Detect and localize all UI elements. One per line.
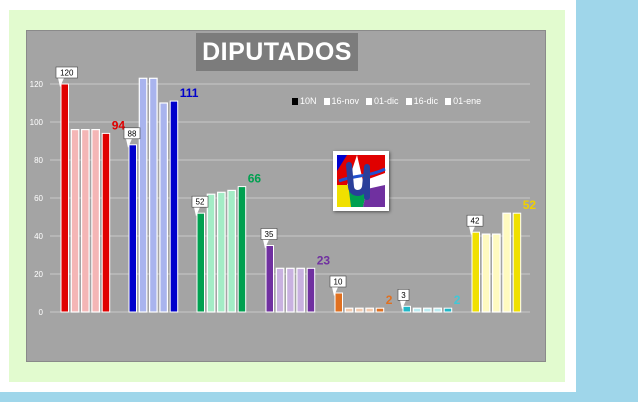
legend-item-01-dic: 01-dic — [366, 96, 399, 106]
bar — [82, 130, 90, 312]
y-tick-label: 100 — [30, 118, 44, 127]
start-value-label: 120 — [60, 69, 74, 78]
y-tick-label: 80 — [34, 156, 43, 165]
bar — [266, 246, 274, 313]
bar — [444, 308, 452, 312]
bar — [376, 308, 384, 312]
bar — [71, 130, 79, 312]
party-logo-graphic — [333, 151, 389, 211]
legend-swatch-10n — [292, 98, 298, 105]
bar — [503, 213, 511, 312]
start-value-label: 3 — [401, 291, 406, 300]
bar — [335, 293, 343, 312]
legend-item-01-ene: 01-ene — [445, 96, 481, 106]
bar — [218, 192, 226, 312]
bar — [297, 268, 305, 312]
bar — [238, 187, 246, 312]
end-value-label: 94 — [112, 118, 126, 132]
bar — [228, 190, 236, 312]
bar — [61, 84, 69, 312]
end-value-label: 66 — [248, 172, 262, 186]
legend-label-01-ene: 01-ene — [453, 96, 481, 106]
bar — [129, 145, 137, 312]
start-value-label: 42 — [471, 217, 480, 226]
bar — [424, 308, 432, 312]
legend-swatch-01-dic — [366, 98, 372, 105]
legend-swatch-16-dic — [406, 98, 412, 105]
legend: 10N 16-nov 01-dic 16-dic 01-ene — [292, 93, 481, 109]
legend-label-01-dic: 01-dic — [374, 96, 399, 106]
start-value-label: 88 — [128, 129, 137, 138]
bar — [197, 213, 205, 312]
end-value-label: 52 — [523, 198, 537, 212]
bar — [207, 194, 215, 312]
legend-label-16-nov: 16-nov — [332, 96, 360, 106]
start-value-label: 52 — [196, 198, 205, 207]
y-tick-label: 40 — [34, 232, 43, 241]
y-tick-label: 0 — [39, 308, 44, 317]
bar — [276, 268, 284, 312]
bar — [139, 78, 147, 312]
legend-item-10n: 10N — [292, 96, 317, 106]
bar — [150, 78, 158, 312]
bar — [345, 308, 353, 312]
bar — [493, 234, 501, 312]
legend-swatch-01-ene — [445, 98, 451, 105]
start-value-label: 35 — [265, 230, 274, 239]
legend-label-16-dic: 16-dic — [414, 96, 439, 106]
bar — [403, 306, 411, 312]
bar — [482, 234, 490, 312]
bar — [102, 133, 110, 312]
end-value-label: 23 — [317, 253, 331, 267]
legend-item-16-dic: 16-dic — [406, 96, 439, 106]
bar — [307, 268, 315, 312]
bar — [287, 268, 295, 312]
bar — [434, 308, 442, 312]
end-value-label: 2 — [386, 293, 393, 307]
bar — [92, 130, 100, 312]
bar — [472, 232, 480, 312]
bar — [513, 213, 521, 312]
start-value-label: 10 — [334, 278, 343, 287]
legend-item-16-nov: 16-nov — [324, 96, 360, 106]
bar — [366, 308, 374, 312]
bar — [170, 101, 178, 312]
chart-title: DIPUTADOS — [196, 33, 358, 71]
legend-label-10n: 10N — [300, 96, 317, 106]
legend-swatch-16-nov — [324, 98, 330, 105]
bar — [160, 103, 168, 312]
bar — [356, 308, 364, 312]
end-value-label: 111 — [180, 86, 199, 100]
y-tick-label: 120 — [30, 80, 44, 89]
bar — [413, 308, 421, 312]
party-logo-image — [333, 151, 389, 211]
y-tick-label: 20 — [34, 270, 43, 279]
end-value-label: 2 — [454, 293, 461, 307]
y-tick-label: 60 — [34, 194, 43, 203]
